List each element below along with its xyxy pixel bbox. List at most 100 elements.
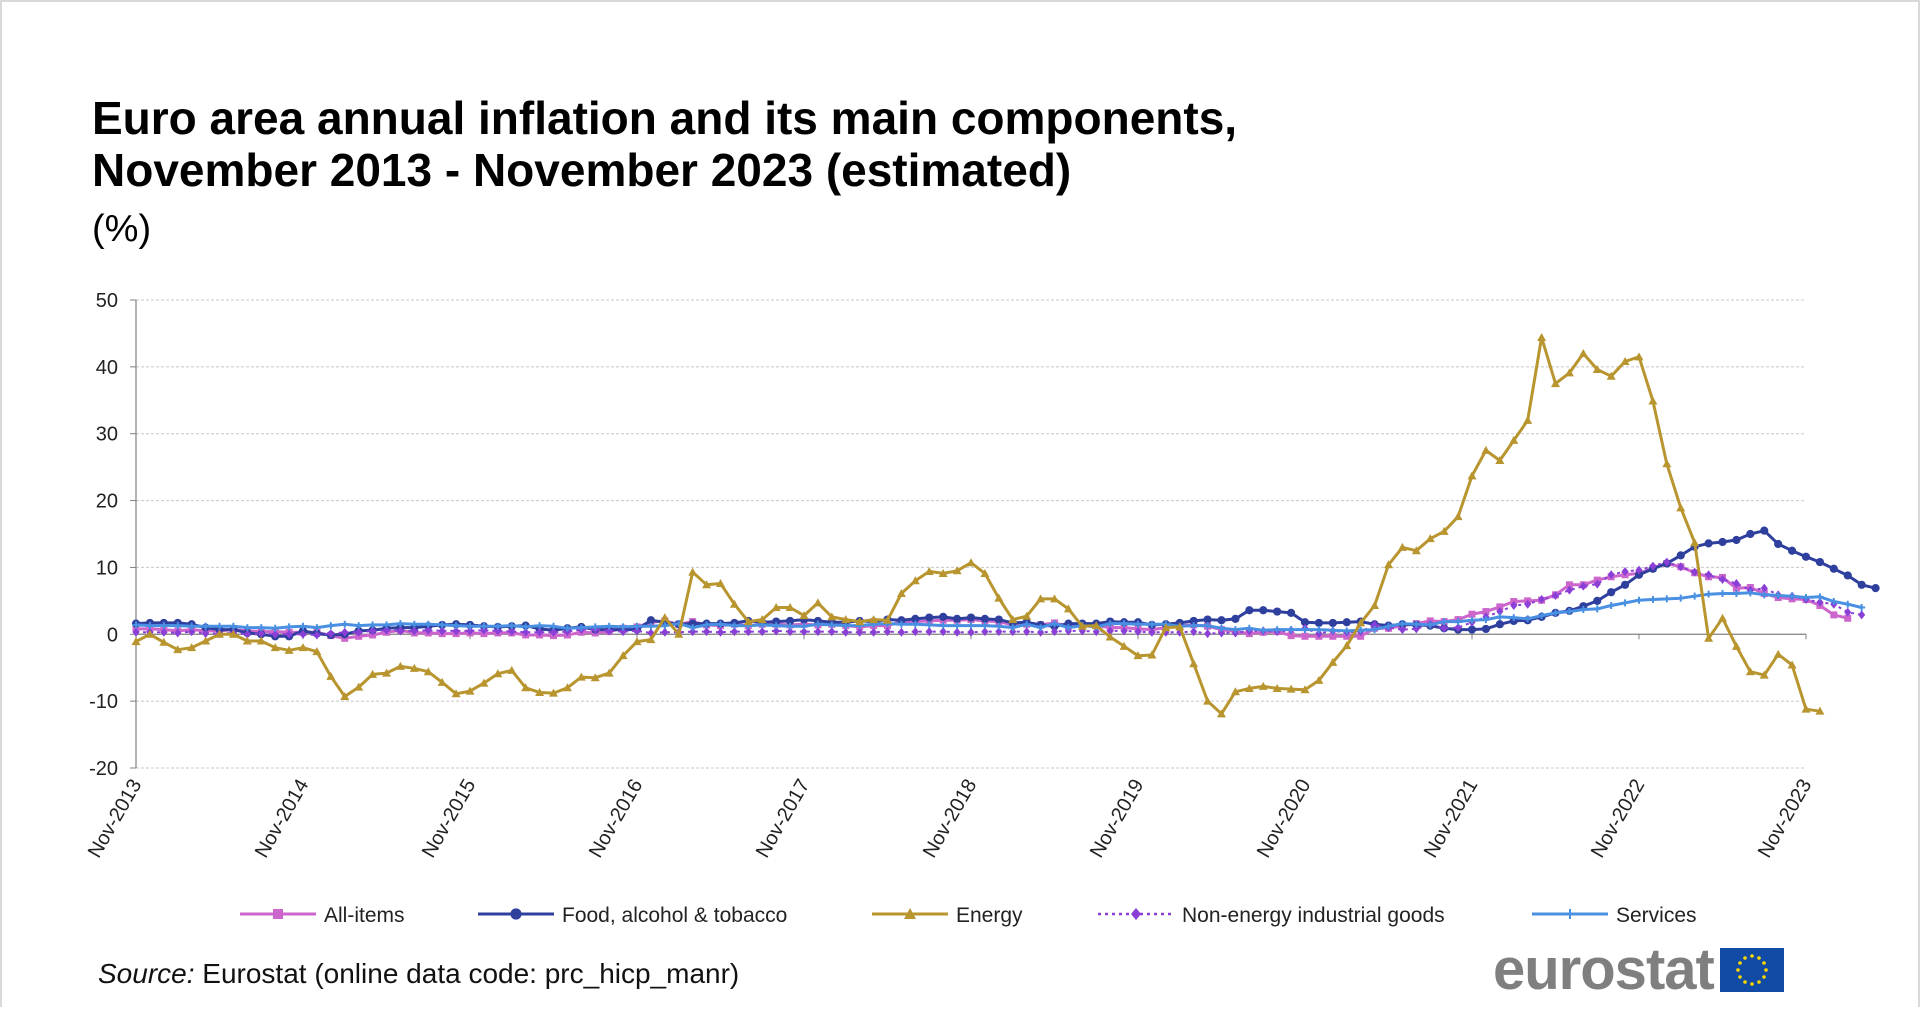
data-point <box>689 624 697 632</box>
data-point <box>1454 623 1462 633</box>
data-point <box>1231 614 1240 624</box>
data-point <box>758 627 766 637</box>
data-point <box>160 622 168 630</box>
data-point <box>785 616 795 626</box>
data-point <box>285 623 293 631</box>
data-point <box>1524 599 1532 609</box>
data-point <box>1732 535 1741 545</box>
data-point <box>1148 620 1156 628</box>
data-point <box>1579 581 1587 591</box>
data-point <box>1620 357 1630 366</box>
data-point <box>1009 624 1017 632</box>
data-point <box>633 622 641 630</box>
data-point <box>1858 604 1866 612</box>
data-point <box>1844 614 1852 622</box>
series-line <box>135 335 1821 716</box>
data-point <box>1161 623 1171 632</box>
x-tick-label: Nov-2023 <box>1754 776 1816 862</box>
data-point <box>1565 909 1575 919</box>
data-point <box>660 613 670 622</box>
data-point <box>563 624 571 632</box>
data-point <box>1663 595 1671 603</box>
data-point <box>1342 618 1351 627</box>
data-point <box>1607 602 1615 610</box>
data-point <box>510 908 522 920</box>
chart-title-line-1: Euro area annual inflation and its main … <box>92 92 1238 144</box>
data-point <box>1131 908 1141 920</box>
data-point <box>451 689 461 698</box>
data-point <box>1635 596 1643 604</box>
y-tick-label: 20 <box>96 491 118 513</box>
source-label: Source: <box>98 958 195 989</box>
data-point <box>717 627 724 637</box>
data-point <box>1329 626 1337 634</box>
data-point <box>1439 526 1449 535</box>
data-point <box>1677 562 1685 572</box>
data-point <box>1189 659 1199 668</box>
data-point <box>1189 616 1198 626</box>
data-point <box>1677 594 1685 602</box>
data-point <box>1815 706 1825 715</box>
data-point <box>466 626 474 636</box>
data-point <box>925 621 933 629</box>
data-point <box>1412 624 1420 634</box>
data-point <box>410 626 418 636</box>
data-point <box>1634 570 1644 579</box>
data-point <box>952 566 962 575</box>
data-point <box>188 627 196 637</box>
data-point <box>1063 604 1073 613</box>
data-point <box>1648 396 1658 405</box>
data-point <box>1787 546 1797 555</box>
data-point <box>1328 618 1337 628</box>
data-point <box>549 688 558 697</box>
data-point <box>1244 683 1254 692</box>
data-point <box>1663 557 1671 567</box>
data-point <box>967 622 975 630</box>
x-tick-label: Nov-2017 <box>752 776 814 862</box>
data-point <box>1482 608 1490 616</box>
data-point <box>1440 623 1448 633</box>
data-point <box>1092 627 1100 637</box>
data-point <box>1690 538 1700 547</box>
chart-title-line-2: November 2013 - November 2023 (estimated… <box>92 144 1072 196</box>
data-point <box>1523 415 1533 424</box>
data-point <box>911 627 919 637</box>
data-point <box>1148 627 1156 637</box>
data-point <box>1788 592 1796 600</box>
data-point <box>355 622 363 630</box>
series-services <box>132 589 1866 635</box>
data-point <box>396 620 404 628</box>
inflation-line-chart: -20 -10 0 10 20 30 40 50 Nov-2013 Nov-2014 Nov-201… <box>84 290 1880 927</box>
series-line <box>136 561 1862 636</box>
legend-label: Food, alcohol & tobacco <box>562 904 787 927</box>
data-point <box>1745 667 1755 676</box>
data-point <box>1719 574 1726 584</box>
data-point <box>1579 606 1587 614</box>
data-point <box>1691 567 1699 577</box>
data-point <box>341 627 349 637</box>
data-point <box>591 623 599 631</box>
data-point <box>674 629 684 638</box>
data-point <box>369 621 377 629</box>
data-point <box>550 627 557 637</box>
data-point <box>772 617 781 626</box>
data-point <box>1830 611 1838 619</box>
data-point <box>465 686 475 695</box>
data-point <box>1552 609 1559 617</box>
data-point <box>619 627 627 637</box>
data-point <box>577 624 585 632</box>
data-point <box>842 622 850 630</box>
data-point <box>1718 613 1727 622</box>
data-point <box>1592 365 1602 374</box>
data-point <box>910 576 920 585</box>
data-point <box>1315 626 1323 634</box>
data-point <box>228 629 238 638</box>
data-point <box>341 620 349 628</box>
data-point <box>661 622 669 630</box>
data-point <box>395 661 405 670</box>
data-point <box>1134 627 1142 637</box>
data-point <box>1844 600 1852 608</box>
data-point <box>1357 626 1365 634</box>
data-point <box>1411 546 1421 555</box>
data-point <box>383 621 390 629</box>
